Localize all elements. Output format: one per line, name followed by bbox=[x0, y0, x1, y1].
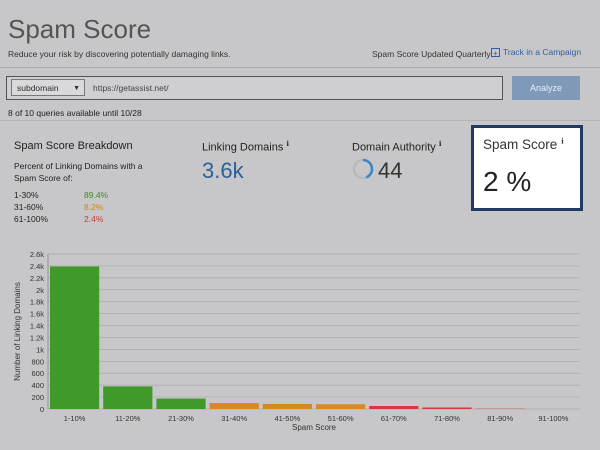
section-divider bbox=[0, 120, 600, 121]
breakdown-percent: 8.2% bbox=[84, 202, 104, 212]
x-tick-label: 41-50% bbox=[274, 414, 300, 423]
bar bbox=[369, 406, 419, 409]
bar bbox=[209, 403, 259, 409]
spam-score-value: 2 % bbox=[483, 166, 532, 197]
y-tick-label: 1k bbox=[36, 345, 44, 354]
info-icon[interactable]: ℹ bbox=[561, 138, 564, 146]
breakdown-row: 31-60% 8.2% bbox=[14, 202, 103, 212]
update-note: Spam Score Updated Quarterly bbox=[372, 49, 491, 59]
url-input[interactable]: https://getassist.net/ bbox=[93, 83, 169, 93]
search-bar: subdomain ▼ https://getassist.net/ bbox=[6, 76, 503, 100]
breakdown-row: 61-100% 2.4% bbox=[14, 214, 103, 224]
domain-authority-label-text: Domain Authority bbox=[352, 141, 436, 154]
track-campaign-link[interactable]: + Track in a Campaign bbox=[491, 47, 582, 58]
breakdown-row: 1-30% 89.4% bbox=[14, 190, 108, 200]
x-tick-label: 81-90% bbox=[487, 414, 513, 423]
breakdown-percent: 2.4% bbox=[84, 214, 104, 224]
y-tick-label: 1.4k bbox=[30, 322, 44, 331]
x-tick-label: 61-70% bbox=[381, 414, 407, 423]
bar bbox=[262, 403, 312, 409]
y-tick-label: 200 bbox=[31, 393, 44, 402]
x-tick-label: 51-60% bbox=[328, 414, 354, 423]
header-divider bbox=[0, 67, 600, 68]
y-tick-label: 2.4k bbox=[30, 262, 44, 271]
linking-domains-label-text: Linking Domains bbox=[202, 141, 284, 154]
spam-score-label: Spam Score ℹ bbox=[483, 137, 564, 152]
info-icon[interactable]: ℹ bbox=[438, 141, 442, 148]
domain-authority-value: 44 bbox=[378, 158, 403, 183]
breakdown-percent: 89.4% bbox=[84, 190, 109, 200]
breakdown-range: 31-60% bbox=[14, 202, 44, 212]
linking-domains-value: 3.6k bbox=[202, 158, 244, 183]
y-tick-label: 400 bbox=[31, 381, 44, 390]
bar bbox=[422, 407, 472, 409]
bar bbox=[316, 404, 366, 409]
scope-select[interactable]: subdomain ▼ bbox=[11, 79, 85, 96]
x-tick-label: 71-80% bbox=[434, 414, 460, 423]
y-tick-label: 1.8k bbox=[30, 298, 44, 307]
analyze-button[interactable]: Analyze bbox=[512, 76, 580, 100]
x-tick-label: 11-20% bbox=[115, 414, 141, 423]
y-tick-label: 1.2k bbox=[30, 333, 44, 342]
y-tick-label: 800 bbox=[31, 357, 44, 366]
y-axis-label: Number of Linking Domains bbox=[13, 282, 22, 381]
y-tick-label: 1.6k bbox=[30, 310, 44, 319]
spam-score-card: Spam Score ℹ 2 % bbox=[471, 125, 583, 211]
breakdown-title: Spam Score Breakdown bbox=[14, 140, 133, 152]
linking-domains-label: Linking Domains ℹ bbox=[202, 140, 289, 154]
y-tick-label: 2.6k bbox=[30, 250, 44, 259]
domain-authority-label: Domain Authority ℹ bbox=[352, 140, 442, 154]
scope-select-value: subdomain bbox=[17, 83, 59, 93]
y-tick-label: 600 bbox=[31, 369, 44, 378]
bar bbox=[103, 386, 153, 409]
x-tick-label: 31-40% bbox=[221, 414, 247, 423]
info-icon[interactable]: ℹ bbox=[286, 141, 290, 148]
queries-note: 8 of 10 queries available until 10/28 bbox=[8, 108, 142, 118]
x-tick-label: 1-10% bbox=[64, 414, 86, 423]
y-tick-label: 0 bbox=[40, 405, 44, 414]
spam-score-distribution-chart: 0 200 400 600 800 1k 1.2k 1.4k 1.6k 1.8k 2k 2.2k 2.4… bbox=[13, 250, 580, 432]
spam-score-label-text: Spam Score bbox=[483, 137, 558, 152]
x-tick-label: 21-30% bbox=[168, 414, 194, 423]
plus-box-icon: + bbox=[491, 47, 500, 58]
caret-down-icon: ▼ bbox=[73, 85, 80, 92]
page-title: Spam Score bbox=[8, 14, 152, 44]
y-tick-label: 2k bbox=[36, 286, 44, 295]
breakdown-description: Percent of Linking Domains with a Spam S… bbox=[14, 161, 143, 183]
x-axis-label: Spam Score bbox=[292, 423, 337, 432]
x-tick-label: 91-100% bbox=[538, 414, 568, 423]
page-subtitle: Reduce your risk by discovering potentia… bbox=[8, 49, 231, 59]
authority-ring-icon bbox=[352, 158, 374, 180]
track-campaign-label: Track in a Campaign bbox=[503, 47, 582, 57]
breakdown-range: 61-100% bbox=[14, 214, 49, 224]
bar bbox=[50, 266, 100, 409]
y-tick-label: 2.2k bbox=[30, 274, 44, 283]
breakdown-range: 1-30% bbox=[14, 190, 39, 200]
bar bbox=[156, 398, 206, 409]
